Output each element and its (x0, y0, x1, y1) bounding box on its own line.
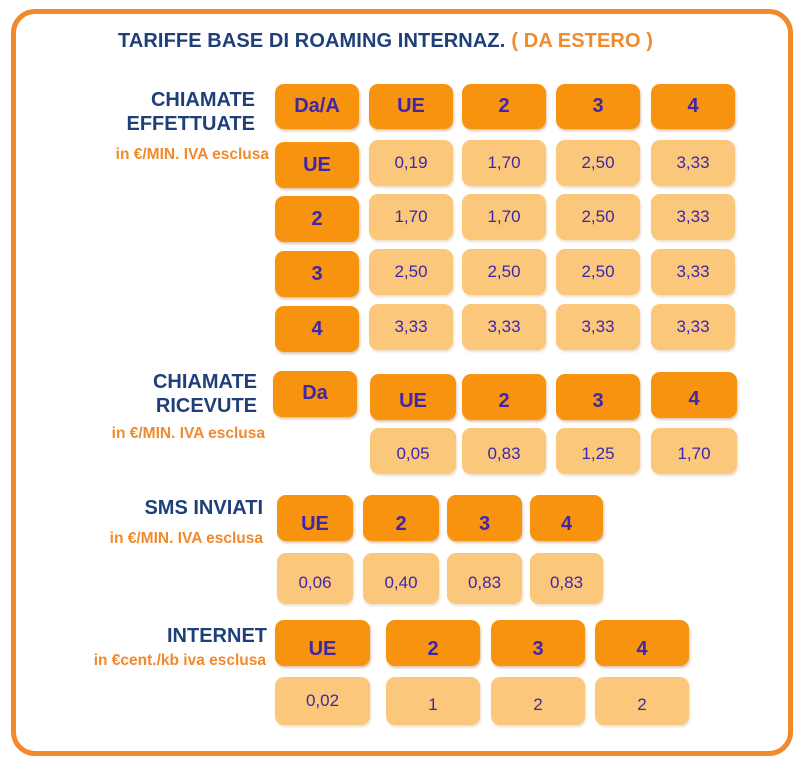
calls-made-value: 2,50 (462, 249, 546, 295)
internet-value: 0,02 (275, 677, 370, 725)
calls-made-row-header: 3 (275, 251, 359, 297)
calls-received-value: 0,83 (462, 428, 546, 474)
calls-received-col-header: 3 (556, 374, 640, 420)
calls-made-value: 3,33 (462, 304, 546, 350)
sms-col-header: 2 (363, 495, 439, 541)
internet-col-header: 2 (386, 620, 480, 666)
calls-made-value: 1,70 (462, 140, 546, 186)
sms-value: 0,06 (277, 553, 353, 604)
sms-col-header: 3 (447, 495, 522, 541)
internet-label: INTERNET (167, 625, 267, 647)
calls-received-label-line2: RICEVUTE (155, 395, 257, 417)
internet-value: 2 (491, 677, 585, 725)
calls-made-value: 0,19 (369, 140, 453, 186)
calls-made-col-header: 4 (651, 84, 735, 129)
sms-sent-label: SMS INVIATI (144, 497, 263, 519)
internet-col-header: UE (275, 620, 370, 666)
calls-made-unit: in €/MIN. IVA esclusa (115, 146, 269, 163)
sms-col-header: UE (277, 495, 353, 541)
title-sub: ( DA ESTERO ) (511, 30, 654, 52)
calls-received-corner-header: Da (273, 371, 357, 417)
internet-value: 2 (595, 677, 689, 725)
internet-value: 1 (386, 677, 480, 725)
calls-received-value: 0,05 (370, 428, 456, 474)
internet-col-header: 3 (491, 620, 585, 666)
calls-received-col-header: 2 (462, 374, 546, 420)
calls-made-label-line2: EFFETTUATE (126, 113, 255, 135)
calls-made-value: 3,33 (556, 304, 640, 350)
calls-made-row-header: 4 (275, 306, 359, 352)
internet-unit: in €cent./kb iva esclusa (93, 652, 266, 669)
sms-value: 0,40 (363, 553, 439, 604)
calls-made-value: 2,50 (556, 140, 640, 186)
sms-value: 0,83 (447, 553, 522, 604)
calls-made-value: 3,33 (369, 304, 453, 350)
calls-received-col-header: UE (370, 374, 456, 420)
calls-received-value: 1,70 (651, 428, 737, 474)
calls-received-label-line1: CHIAMATE (152, 371, 257, 393)
calls-made-value: 2,50 (556, 194, 640, 240)
calls-made-row-header: UE (275, 142, 359, 188)
calls-made-value: 3,33 (651, 249, 735, 295)
sms-col-header: 4 (530, 495, 603, 541)
calls-received-value: 1,25 (556, 428, 640, 474)
sms-value: 0,83 (530, 553, 603, 604)
calls-made-col-header: UE (369, 84, 453, 129)
calls-made-value: 3,33 (651, 304, 735, 350)
calls-made-col-header: 2 (462, 84, 546, 129)
calls-received-label: CHIAMATE RICEVUTE (153, 370, 257, 418)
calls-made-label-line1: CHIAMATE (150, 89, 255, 111)
calls-made-value: 2,50 (556, 249, 640, 295)
calls-made-value: 3,33 (651, 140, 735, 186)
sms-sent-unit: in €/MIN. IVA esclusa (109, 530, 263, 547)
calls-made-label: CHIAMATE EFFETTUATE (126, 88, 255, 136)
calls-made-value: 1,70 (369, 194, 453, 240)
internet-col-header: 4 (595, 620, 689, 666)
calls-made-value: 2,50 (369, 249, 453, 295)
page-title: TARIFFE BASE DI ROAMING INTERNAZ.( DA ES… (118, 30, 653, 53)
calls-made-row-header: 2 (275, 196, 359, 242)
calls-made-corner-header: Da/A (275, 84, 359, 129)
calls-made-value: 1,70 (462, 194, 546, 240)
calls-received-col-header: 4 (651, 372, 737, 418)
calls-received-unit: in €/MIN. IVA esclusa (111, 425, 265, 442)
calls-made-value: 3,33 (651, 194, 735, 240)
title-main: TARIFFE BASE DI ROAMING INTERNAZ. (118, 30, 506, 52)
calls-made-col-header: 3 (556, 84, 640, 129)
